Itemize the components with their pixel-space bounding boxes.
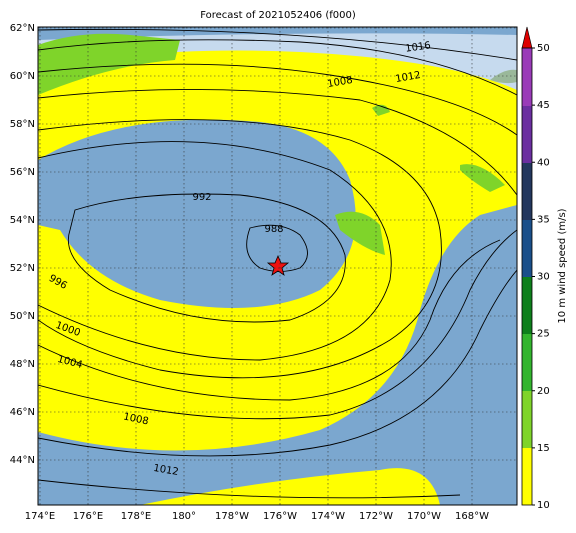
calm-region [38,205,517,505]
isobar-value: 1012 [395,70,422,85]
longitude-label: 176°W [263,511,297,522]
longitude-label: 172°W [359,511,393,522]
strong-wind [38,33,180,95]
isobar-value: 1012 [152,463,179,478]
isobar-value: 992 [192,192,211,203]
latitude-label: 54°N [10,215,35,226]
colorbar-tick-label: 10 [537,500,550,511]
longitude-label: 180° [172,511,196,522]
low-center [266,254,290,276]
isobar-label: 1012 [395,70,422,85]
longitude-label: 174°W [311,511,345,522]
latitude-label: 50°N [10,311,35,322]
map-area [38,27,517,505]
wind-field [140,468,440,505]
latitude-label: 56°N [10,167,35,178]
colorbar-label: 10 m wind speed (m/s) [557,208,568,323]
colorbar-tick-label: 25 [537,329,550,340]
colorbar-tick-label: 45 [537,100,550,111]
isobar-value: 1008 [327,75,354,90]
isobar-value: 1016 [405,40,432,54]
isobar-label: 1012 [152,463,179,478]
latitude-label: 48°N [10,359,35,370]
isobar-label: 1008 [327,75,354,90]
longitude-label: 178°E [121,511,151,522]
latitude-label: 44°N [10,455,35,466]
colorbar-tick-label: 30 [537,272,550,283]
colorbar-tick-label: 20 [537,386,550,397]
colorbar-tick-label: 35 [537,214,550,225]
isobar-value: 988 [264,224,283,235]
longitude-label: 168°W [455,511,489,522]
colorbar-tick-label: 50 [537,43,550,54]
isobar-label: 988 [264,224,283,235]
colorbar-tick-label: 15 [537,443,550,454]
map-frame [37,26,518,506]
isobar-label: 992 [192,192,211,203]
isobar-label: 1016 [405,40,432,54]
isobar-label: 1008 [122,411,149,427]
latitude-label: 62°N [10,23,35,34]
strong-wind [335,211,385,255]
map-title: Forecast of 2021052406 (f000) [200,10,356,21]
latitude-label: 60°N [10,71,35,82]
longitude-label: 176°E [73,511,103,522]
strong-wind [460,164,505,192]
isobars [38,28,517,499]
latitude-label: 52°N [10,263,35,274]
longitude-label: 170°W [407,511,441,522]
latitude-label: 46°N [10,407,35,418]
longitude-label: 178°W [215,511,249,522]
land [490,69,517,84]
isobar-value: 1008 [122,411,149,427]
longitude-label: 174°E [25,511,55,522]
latitude-label: 58°N [10,119,35,130]
colorbar: 10 m wind speed (m/s) 10 15 20 25 30 35 40 45 50 [521,26,568,511]
colorbar-tick-label: 40 [537,157,550,168]
